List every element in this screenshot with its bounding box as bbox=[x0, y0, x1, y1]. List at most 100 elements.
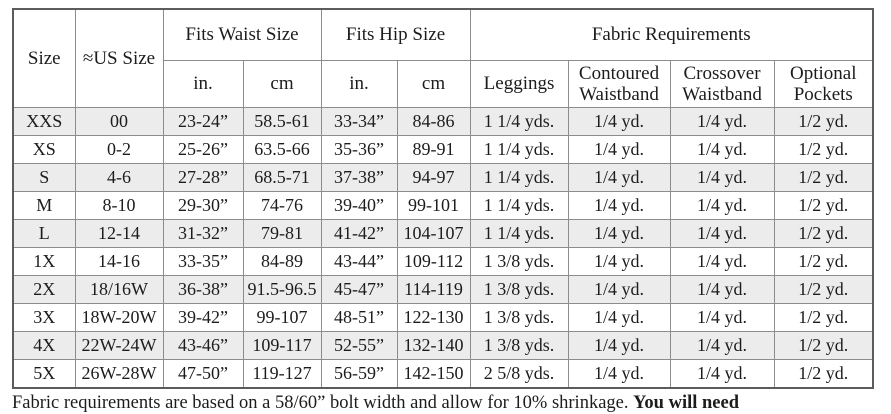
table-row: 5X 26W-28W 47-50” 119-127 56-59” 142-150 2 5/8… bbox=[12, 359, 874, 389]
col-header-waist-cm: cm bbox=[242, 60, 322, 108]
cell-hip-in: 56-59” bbox=[320, 359, 398, 389]
col-header-crossover-waistband: Crossover Waistband bbox=[669, 60, 775, 108]
cell-crossover: 1/4 yd. bbox=[669, 275, 775, 304]
cell-waist-cm: 58.5-61 bbox=[242, 107, 322, 136]
cell-pockets: 1/2 yd. bbox=[773, 359, 874, 389]
cell-waist-in: 25-26” bbox=[162, 135, 244, 164]
col-header-hip-in: in. bbox=[320, 60, 398, 108]
table-row: 3X 18W-20W 39-42” 99-107 48-51” 122-130 1 3/8 … bbox=[12, 303, 874, 332]
cell-waist-in: 36-38” bbox=[162, 275, 244, 304]
cell-leggings: 1 1/4 yds. bbox=[469, 135, 569, 164]
col-header-fabric-requirements: Fabric Requirements bbox=[469, 8, 874, 61]
cell-crossover: 1/4 yd. bbox=[669, 163, 775, 192]
cell-hip-cm: 94-97 bbox=[396, 163, 471, 192]
cell-waist-in: 27-28” bbox=[162, 163, 244, 192]
cell-crossover: 1/4 yd. bbox=[669, 107, 775, 136]
cell-hip-cm: 114-119 bbox=[396, 275, 471, 304]
cell-crossover: 1/4 yd. bbox=[669, 135, 775, 164]
cell-size: L bbox=[12, 219, 76, 248]
cell-us-size: 8-10 bbox=[74, 191, 164, 220]
cell-contoured: 1/4 yd. bbox=[567, 359, 671, 389]
cell-hip-in: 43-44” bbox=[320, 247, 398, 276]
col-header-contoured-waistband: Contoured Waistband bbox=[567, 60, 671, 108]
cell-leggings: 2 5/8 yds. bbox=[469, 359, 569, 389]
cell-contoured: 1/4 yd. bbox=[567, 191, 671, 220]
cell-us-size: 18W-20W bbox=[74, 303, 164, 332]
cell-waist-cm: 91.5-96.5 bbox=[242, 275, 322, 304]
col-header-fits-hip-size: Fits Hip Size bbox=[320, 8, 471, 61]
cell-contoured: 1/4 yd. bbox=[567, 135, 671, 164]
cell-us-size: 12-14 bbox=[74, 219, 164, 248]
cell-hip-in: 52-55” bbox=[320, 331, 398, 360]
cell-crossover: 1/4 yd. bbox=[669, 359, 775, 389]
cell-waist-in: 43-46” bbox=[162, 331, 244, 360]
cell-pockets: 1/2 yd. bbox=[773, 135, 874, 164]
cell-crossover: 1/4 yd. bbox=[669, 191, 775, 220]
table-row: XS 0-2 25-26” 63.5-66 35-36” 89-91 1 1/4 yds. 1… bbox=[12, 135, 874, 164]
cell-hip-cm: 104-107 bbox=[396, 219, 471, 248]
footnote-text: Fabric requirements are based on a 58/60… bbox=[12, 393, 634, 413]
cell-size: 2X bbox=[12, 275, 76, 304]
cell-crossover: 1/4 yd. bbox=[669, 247, 775, 276]
cell-waist-cm: 79-81 bbox=[242, 219, 322, 248]
cell-waist-in: 23-24” bbox=[162, 107, 244, 136]
cell-hip-cm: 132-140 bbox=[396, 331, 471, 360]
cell-hip-in: 35-36” bbox=[320, 135, 398, 164]
cell-size: 3X bbox=[12, 303, 76, 332]
cell-crossover: 1/4 yd. bbox=[669, 303, 775, 332]
col-header-us-size: ≈US Size bbox=[74, 8, 164, 108]
cell-waist-cm: 119-127 bbox=[242, 359, 322, 389]
col-header-optional-pockets: Optional Pockets bbox=[773, 60, 874, 108]
cell-crossover: 1/4 yd. bbox=[669, 219, 775, 248]
cell-pockets: 1/2 yd. bbox=[773, 219, 874, 248]
cell-pockets: 1/2 yd. bbox=[773, 163, 874, 192]
col-header-hip-cm: cm bbox=[396, 60, 471, 108]
cell-us-size: 0-2 bbox=[74, 135, 164, 164]
cell-leggings: 1 1/4 yds. bbox=[469, 219, 569, 248]
table-row: S 4-6 27-28” 68.5-71 37-38” 94-97 1 1/4 yds. 1/… bbox=[12, 163, 874, 192]
cell-us-size: 4-6 bbox=[74, 163, 164, 192]
cell-pockets: 1/2 yd. bbox=[773, 247, 874, 276]
cell-leggings: 1 1/4 yds. bbox=[469, 163, 569, 192]
cell-waist-in: 29-30” bbox=[162, 191, 244, 220]
cell-waist-in: 47-50” bbox=[162, 359, 244, 389]
cell-size: 4X bbox=[12, 331, 76, 360]
cell-contoured: 1/4 yd. bbox=[567, 107, 671, 136]
cell-us-size: 00 bbox=[74, 107, 164, 136]
cell-contoured: 1/4 yd. bbox=[567, 163, 671, 192]
cell-contoured: 1/4 yd. bbox=[567, 219, 671, 248]
table-row: L 12-14 31-32” 79-81 41-42” 104-107 1 1/4 yds.… bbox=[12, 219, 874, 248]
cell-contoured: 1/4 yd. bbox=[567, 303, 671, 332]
cell-waist-cm: 99-107 bbox=[242, 303, 322, 332]
cell-waist-cm: 84-89 bbox=[242, 247, 322, 276]
cell-hip-in: 41-42” bbox=[320, 219, 398, 248]
cell-pockets: 1/2 yd. bbox=[773, 331, 874, 360]
cell-size: S bbox=[12, 163, 76, 192]
cell-waist-in: 33-35” bbox=[162, 247, 244, 276]
header-row-groups: Size ≈US Size Fits Waist Size Fits Hip S… bbox=[12, 8, 874, 108]
size-chart-table: Size ≈US Size Fits Waist Size Fits Hip S… bbox=[12, 8, 875, 389]
cell-leggings: 1 1/4 yds. bbox=[469, 191, 569, 220]
col-header-leggings: Leggings bbox=[469, 60, 569, 108]
cell-leggings: 1 3/8 yds. bbox=[469, 275, 569, 304]
cell-contoured: 1/4 yd. bbox=[567, 247, 671, 276]
table-row: 2X 18/16W 36-38” 91.5-96.5 45-47” 114-119 1 3/… bbox=[12, 275, 874, 304]
footnote-bold-text: You will need bbox=[633, 393, 740, 413]
cell-leggings: 1 3/8 yds. bbox=[469, 331, 569, 360]
table-header: Size ≈US Size Fits Waist Size Fits Hip S… bbox=[12, 8, 874, 108]
cell-size: 1X bbox=[12, 247, 76, 276]
col-header-size: Size bbox=[12, 8, 76, 108]
cell-hip-in: 45-47” bbox=[320, 275, 398, 304]
footnote: Fabric requirements are based on a 58/60… bbox=[12, 392, 874, 414]
cell-us-size: 18/16W bbox=[74, 275, 164, 304]
cell-leggings: 1 3/8 yds. bbox=[469, 303, 569, 332]
cell-hip-cm: 99-101 bbox=[396, 191, 471, 220]
cell-hip-cm: 84-86 bbox=[396, 107, 471, 136]
cell-crossover: 1/4 yd. bbox=[669, 331, 775, 360]
cell-waist-cm: 109-117 bbox=[242, 331, 322, 360]
table-row: M 8-10 29-30” 74-76 39-40” 99-101 1 1/4 yds. 1/… bbox=[12, 191, 874, 220]
cell-waist-cm: 63.5-66 bbox=[242, 135, 322, 164]
cell-size: M bbox=[12, 191, 76, 220]
col-header-waist-in: in. bbox=[162, 60, 244, 108]
size-chart-sheet: Size ≈US Size Fits Waist Size Fits Hip S… bbox=[12, 8, 875, 414]
